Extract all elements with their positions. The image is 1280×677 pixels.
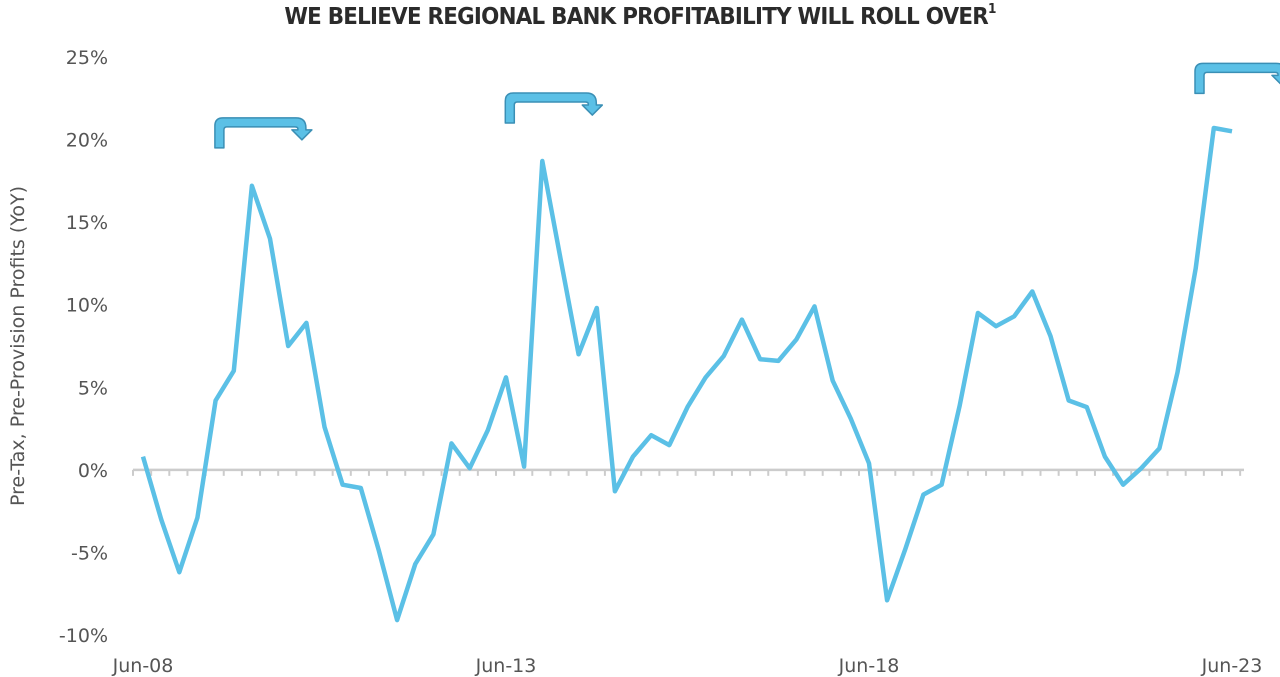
y-tick-label: -10% [59, 625, 108, 647]
x-axis [132, 468, 1244, 476]
roll-over-arrow-icon [504, 92, 604, 124]
y-tick-label: 25% [66, 47, 108, 69]
series-group [140, 125, 1233, 623]
annotations-group [214, 62, 1280, 149]
chart-title: WE BELIEVE REGIONAL BANK PROFITABILITY W… [45, 2, 1235, 30]
y-tick-label: 0% [78, 460, 108, 482]
y-axis-title-group: Pre-Tax, Pre-Provision Profits (YoY) [7, 186, 29, 506]
y-tick-label: 5% [78, 377, 108, 399]
y-axis-title: Pre-Tax, Pre-Provision Profits (YoY) [7, 186, 29, 506]
roll-over-arrow-icon [214, 117, 313, 149]
chart-title-footnote: 1 [987, 2, 996, 17]
y-tick-label: -5% [71, 542, 108, 564]
y-tick-label: 20% [66, 130, 108, 152]
y-axis-ticks: 25% 20% 15% 10% 5% 0% -5% -10% [59, 47, 108, 647]
y-tick-label: 15% [66, 212, 108, 234]
x-tick-label: Jun-18 [838, 655, 900, 677]
x-tick-label: Jun-23 [1201, 655, 1263, 677]
x-tick-label: Jun-13 [475, 655, 537, 677]
chart-title-text: WE BELIEVE REGIONAL BANK PROFITABILITY W… [284, 4, 988, 30]
x-tick-label: Jun-08 [112, 655, 174, 677]
roll-over-arrow-icon [1194, 62, 1280, 95]
x-axis-tick-labels: Jun-08 Jun-13 Jun-18 Jun-23 [112, 655, 1263, 677]
series-line [140, 125, 1233, 623]
y-tick-label: 10% [66, 295, 108, 317]
